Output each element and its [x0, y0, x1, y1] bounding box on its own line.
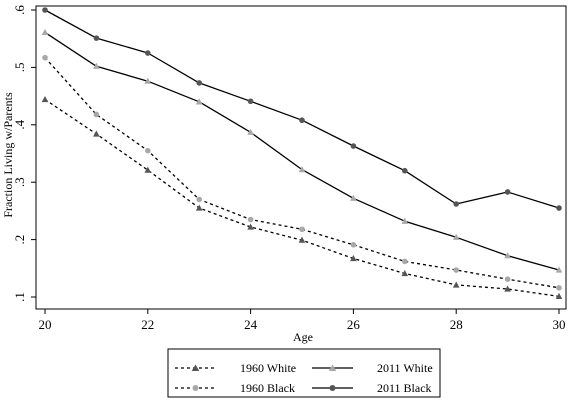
point-2011-black [504, 189, 511, 195]
point-2011-white [93, 62, 100, 69]
point-2011-black [556, 205, 562, 211]
point-1960-black [504, 276, 511, 283]
point-1960-black [350, 241, 357, 248]
legend-label-1960-black: 1960 Black [240, 381, 295, 395]
point-2011-white [195, 98, 203, 105]
point-1960-white [504, 285, 511, 292]
point-1960-black [556, 285, 562, 291]
point-2011-black [145, 50, 151, 56]
legend-marker-2011-black [329, 385, 336, 391]
point-2011-black [299, 117, 305, 124]
point-1960-white [298, 236, 306, 243]
point-1960-black [299, 226, 305, 233]
y-axis-title: Fraction Living w/Parents [1, 92, 15, 218]
legend-entry-2011-black: 2011 Black [312, 381, 432, 395]
point-2011-white [504, 252, 511, 259]
y-tick-label: .5 [12, 63, 27, 73]
x-tick-label: 24 [244, 317, 258, 332]
point-2011-white [555, 266, 563, 273]
plot-frame [35, 5, 567, 310]
point-1960-white [401, 269, 409, 277]
point-2011-black [42, 7, 48, 13]
y-tick-label: .6 [12, 5, 27, 15]
point-1960-black [402, 258, 408, 265]
point-1960-black [196, 196, 202, 203]
legend-label-1960-white: 1960 White [240, 361, 296, 375]
legend-label-2011-black: 2011 Black [377, 381, 432, 395]
x-tick-label: 22 [141, 317, 154, 332]
y-tick-label: .3 [12, 177, 27, 187]
series-lines [44, 9, 560, 298]
point-1960-white [247, 223, 254, 230]
series-line-1960-black [44, 57, 560, 289]
x-axis-title: Age [293, 330, 313, 344]
legend-label-2011-white: 2011 White [377, 361, 433, 375]
point-2011-white [452, 233, 460, 240]
x-tick-label: 28 [450, 317, 463, 332]
point-1960-black [453, 267, 460, 273]
series-line-2011-white [44, 31, 560, 271]
y-tick-label: .4 [12, 119, 27, 129]
point-1960-white [350, 255, 357, 262]
legend: 1960 White 2011 White 1960 Black 2011 Bl… [167, 348, 441, 398]
y-tick-label: .2 [12, 235, 27, 245]
point-2011-black [350, 143, 357, 149]
point-1960-white [93, 130, 100, 137]
series-markers [41, 7, 563, 300]
legend-marker-1960-black [192, 385, 199, 391]
legend-marker-2011-white [328, 364, 337, 371]
point-2011-black [402, 167, 408, 174]
point-2011-white [247, 128, 254, 135]
point-2011-white [144, 77, 152, 84]
y-tick-label: .1 [12, 292, 27, 302]
point-2011-white [298, 166, 306, 173]
series-line-2011-black [44, 9, 560, 209]
point-2011-white [401, 217, 409, 224]
x-tick-label: 26 [347, 317, 361, 332]
point-1960-white [144, 166, 152, 173]
legend-marker-1960-white [191, 364, 200, 371]
point-1960-white [195, 204, 203, 211]
point-2011-black [93, 35, 100, 41]
x-tick-label: 20 [39, 317, 52, 332]
point-2011-black [196, 80, 202, 86]
legend-entry-1960-white: 1960 White [175, 361, 296, 375]
point-2011-white [350, 194, 357, 201]
legend-entry-1960-black: 1960 Black [175, 381, 295, 395]
point-2011-black [453, 201, 460, 207]
point-1960-black [247, 216, 254, 223]
point-2011-white [41, 28, 49, 36]
point-1960-black [145, 147, 151, 154]
axes: 20 22 24 26 28 30 .1 .2 .3 .4 .5 .6 [12, 5, 567, 332]
x-tick-label: 30 [553, 317, 566, 332]
legend-entry-2011-white: 2011 White [312, 361, 433, 375]
point-2011-black [247, 98, 254, 105]
point-1960-white [452, 281, 460, 288]
point-1960-black [42, 54, 48, 61]
point-1960-white [41, 96, 49, 103]
point-1960-black [93, 111, 100, 118]
legend-box [167, 348, 441, 398]
point-1960-white [555, 292, 563, 300]
